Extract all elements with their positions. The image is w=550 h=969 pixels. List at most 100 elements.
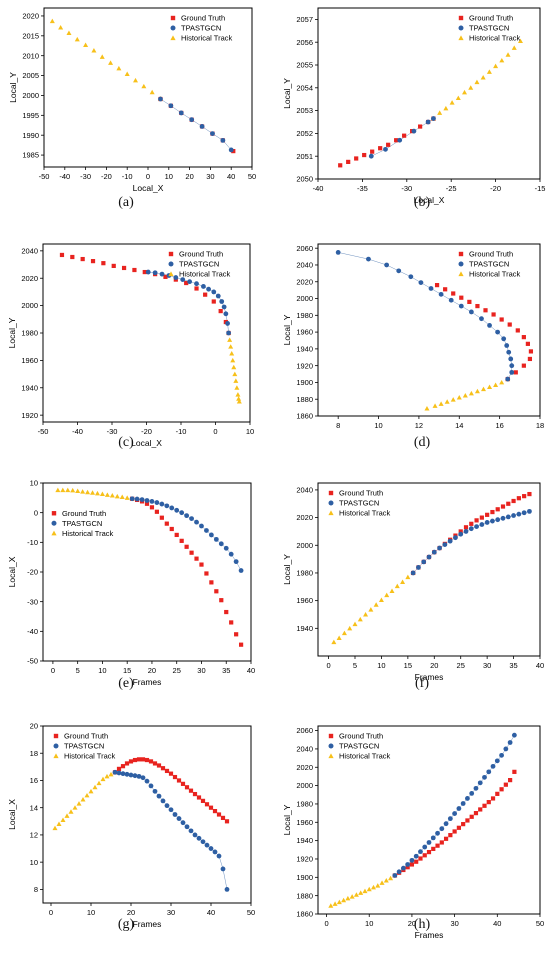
point-ground-truth: [101, 261, 106, 266]
point-ground-truth: [164, 521, 169, 526]
point-ground-truth: [500, 504, 506, 509]
point-historical-track: [462, 89, 468, 95]
chart-panel-b: -40 -35 -30 -25 -20 -15 2050 2051 2052 2053 2054 20…: [282, 7, 545, 205]
legend-marker: [170, 35, 176, 41]
x-tick-label: -30: [80, 172, 91, 181]
x-tick-label: 15: [123, 666, 131, 675]
y-tick-label: -30: [27, 597, 38, 606]
point-tpastgcn: [201, 284, 206, 289]
y-axis-label: Local_Y: [7, 317, 17, 348]
point-ground-truth: [204, 571, 209, 576]
point-ground-truth: [144, 501, 150, 506]
point-historical-track: [133, 77, 139, 83]
point-ground-truth: [163, 274, 168, 279]
x-tick-label: 30: [197, 666, 205, 675]
subfigure-label: (d): [413, 435, 431, 450]
legend-entry: Ground Truth: [62, 509, 106, 518]
legend-entry: TPASTGCN: [64, 742, 104, 751]
point-ground-truth: [405, 865, 410, 870]
series-line-tpastgcn: [114, 772, 228, 890]
point-tpastgcn: [223, 545, 229, 551]
point-ground-truth: [120, 764, 126, 769]
point-ground-truth: [515, 328, 520, 333]
y-tick-label: 2010: [22, 51, 39, 60]
legend-entry: Historical Track: [339, 752, 391, 761]
point-tpastgcn: [527, 508, 532, 514]
point-ground-truth: [527, 491, 532, 497]
point-tpastgcn: [176, 816, 182, 821]
point-ground-truth: [434, 283, 440, 288]
point-ground-truth: [386, 142, 391, 147]
point-ground-truth: [200, 798, 206, 803]
point-ground-truth: [220, 815, 226, 821]
y-tick-label: 1920: [296, 361, 313, 370]
point-tpastgcn: [136, 773, 142, 779]
point-tpastgcn: [430, 835, 436, 841]
point-ground-truth: [164, 768, 170, 774]
x-axis-label: Frames: [415, 930, 444, 940]
legend-marker: [51, 520, 57, 526]
point-ground-truth: [154, 509, 160, 514]
chart-panel-c: -50 -40 -30 -20 -10 0 10 1920 1940 1960 1980 2000 20…: [7, 243, 254, 448]
series-line-tpastgcn: [412, 511, 530, 574]
point-tpastgcn: [335, 249, 341, 255]
point-historical-track: [94, 490, 100, 496]
x-tick-label: 30: [483, 661, 491, 670]
legend-marker: [168, 261, 174, 267]
y-tick-label: -20: [27, 568, 38, 577]
point-historical-track: [444, 399, 450, 404]
point-historical-track: [349, 894, 355, 899]
y-tick-label: 1900: [296, 378, 313, 387]
point-ground-truth: [218, 308, 223, 314]
chart-panel-h: 0 10 20 30 40 50 1860 1880 1900 1920 1940 1960 1980 2…: [282, 725, 544, 940]
point-tpastgcn: [490, 518, 495, 524]
point-ground-truth: [451, 291, 456, 296]
y-tick-label: 1960: [296, 596, 313, 605]
point-tpastgcn: [158, 96, 163, 102]
point-tpastgcn: [439, 826, 445, 832]
point-historical-track: [336, 899, 342, 905]
point-ground-truth: [59, 252, 65, 258]
point-ground-truth: [490, 796, 496, 801]
x-tick-label: 40: [207, 908, 215, 917]
x-tick-label: -40: [72, 427, 83, 436]
point-historical-track: [345, 895, 351, 901]
point-historical-track: [357, 616, 363, 622]
point-historical-track: [384, 592, 390, 598]
x-tick-label: 8: [336, 421, 340, 430]
x-tick-label: 50: [248, 172, 256, 181]
point-historical-track: [493, 63, 499, 69]
point-ground-truth: [499, 787, 504, 792]
point-tpastgcn: [400, 865, 406, 871]
point-tpastgcn: [410, 570, 416, 576]
point-tpastgcn: [200, 839, 206, 845]
legend-entry: Historical Track: [62, 529, 114, 538]
point-tpastgcn: [156, 793, 162, 799]
point-ground-truth: [458, 529, 463, 534]
x-tick-label: 25: [457, 661, 465, 670]
point-historical-track: [108, 771, 114, 777]
x-tick-label: 10: [165, 172, 173, 181]
point-tpastgcn: [145, 269, 151, 275]
point-ground-truth: [485, 512, 490, 517]
point-tpastgcn: [428, 286, 434, 291]
x-tick-label: -35: [357, 184, 368, 193]
point-ground-truth: [456, 825, 461, 830]
y-tick-label: 1920: [296, 855, 313, 864]
point-tpastgcn: [116, 770, 122, 776]
chart-panel-e: 0 5 10 15 20 25 30 35 40 -50 -40 -30 -20 -10 0 10 Frames…: [7, 479, 255, 687]
x-tick-label: 0: [213, 427, 217, 436]
point-tpastgcn: [220, 866, 226, 872]
point-tpastgcn: [500, 515, 506, 521]
point-tpastgcn: [511, 732, 517, 738]
point-tpastgcn: [413, 853, 419, 859]
point-tpastgcn: [452, 811, 458, 816]
point-ground-truth: [149, 505, 155, 510]
point-tpastgcn: [465, 796, 470, 801]
point-tpastgcn: [223, 311, 229, 317]
point-ground-truth: [229, 620, 234, 625]
point-historical-track: [352, 621, 358, 627]
point-historical-track: [75, 488, 81, 494]
